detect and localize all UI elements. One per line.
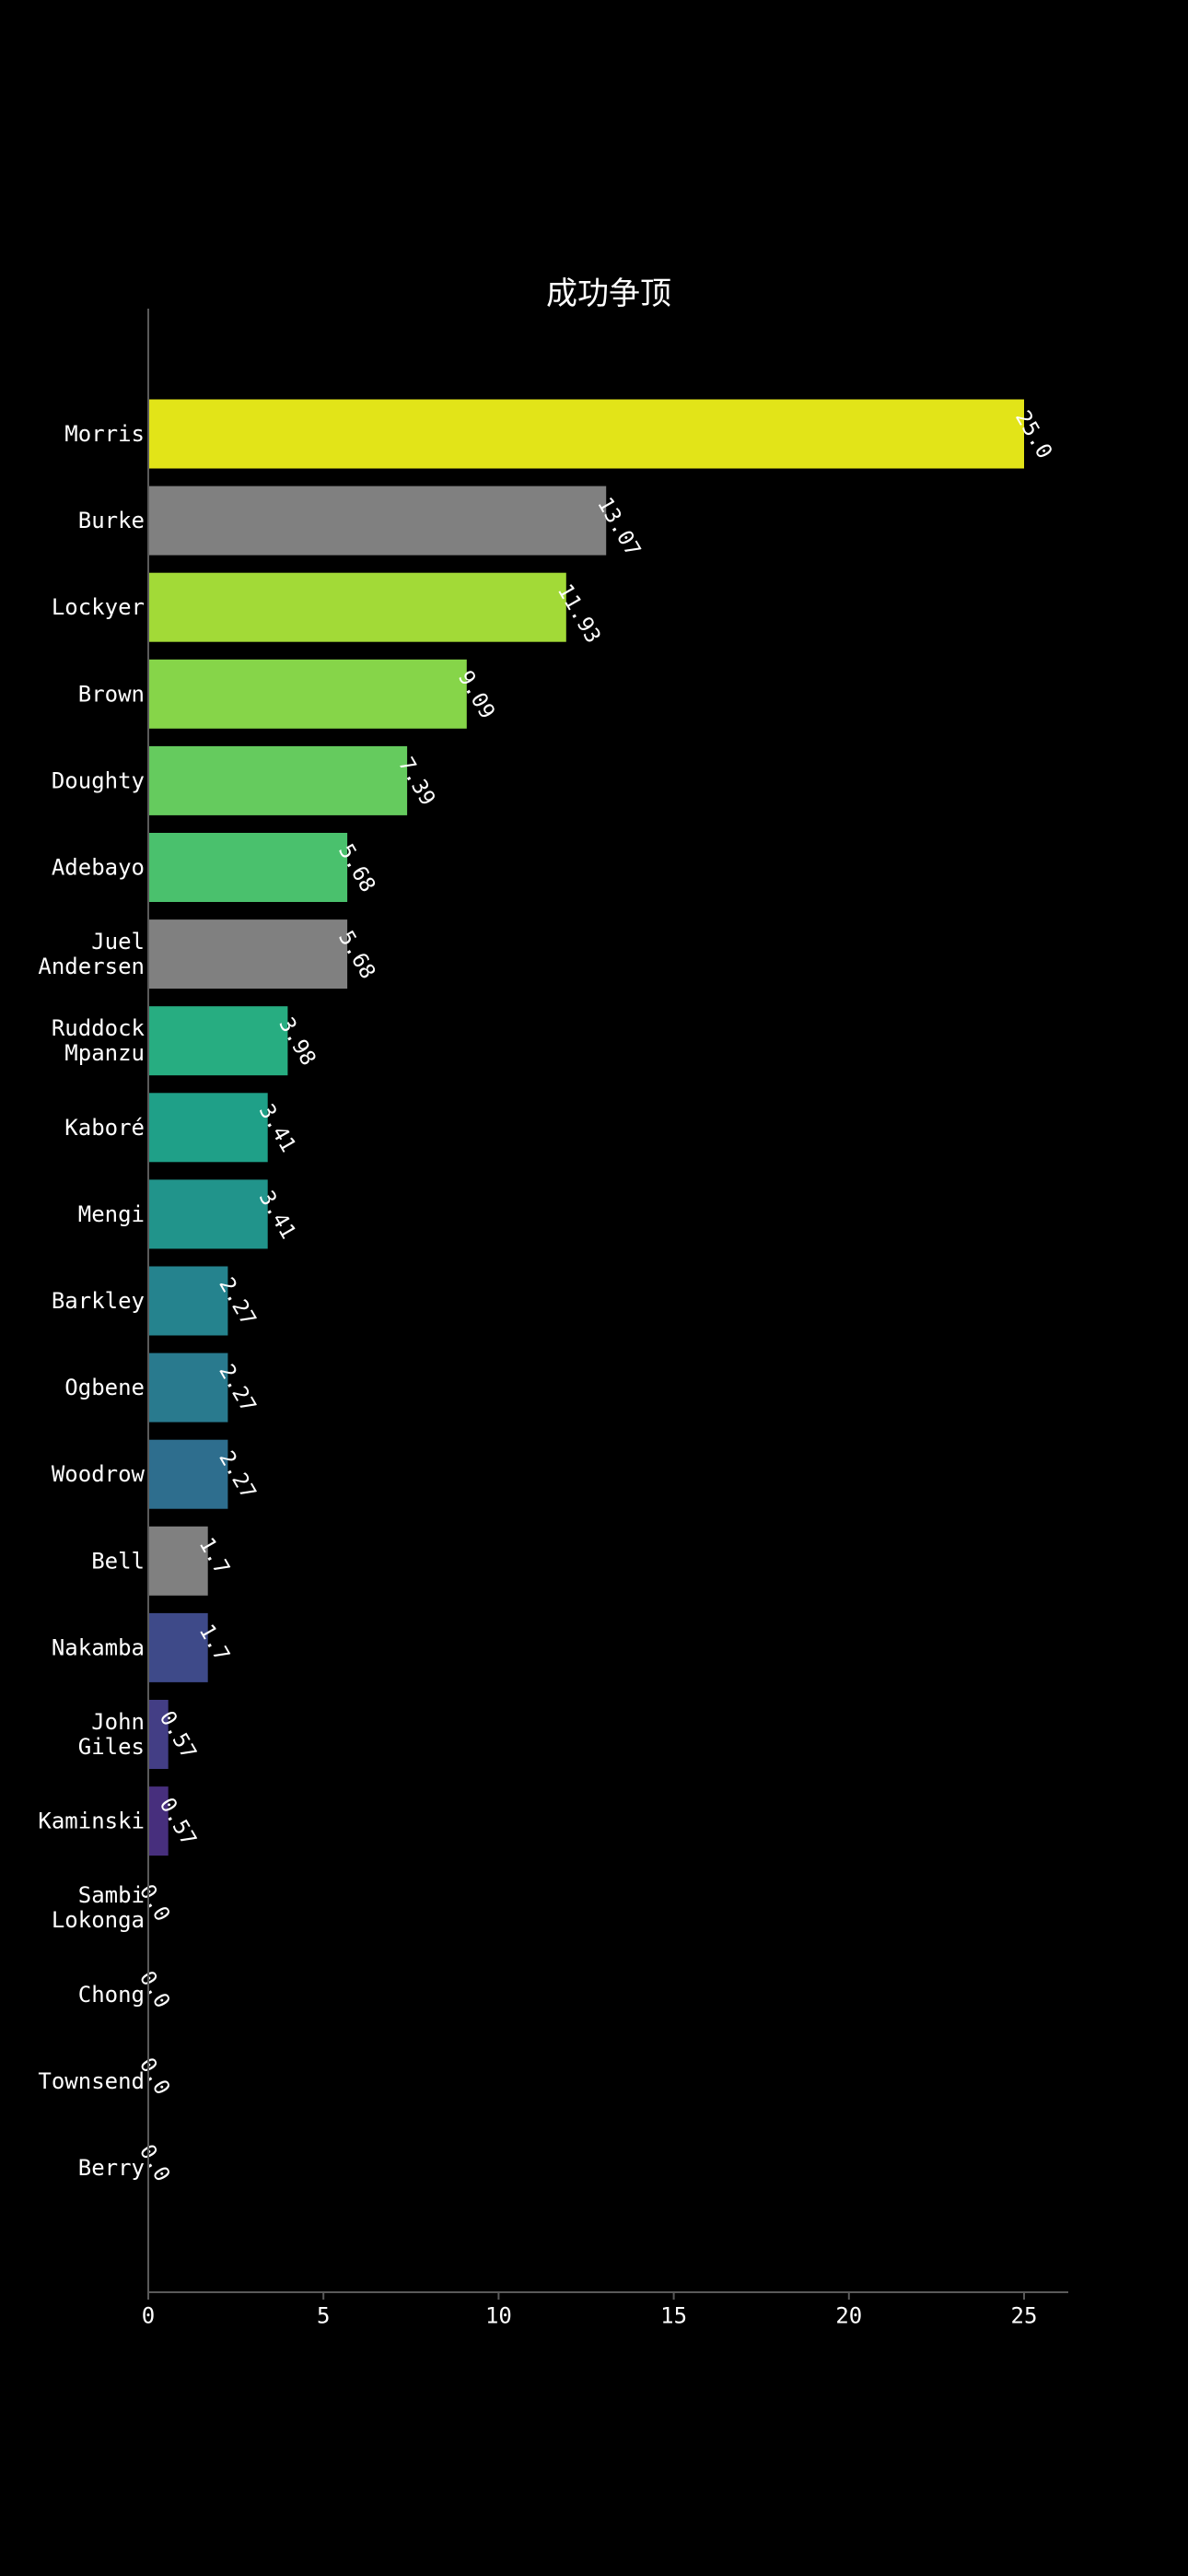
bar-4 xyxy=(148,745,408,815)
bar-3 xyxy=(148,659,467,729)
category-label-2-0: Lockyer xyxy=(52,594,145,620)
x-tick-label-1: 5 xyxy=(317,2303,330,2329)
bar-5 xyxy=(148,833,348,902)
category-label-15-0: John xyxy=(91,1709,145,1735)
category-label-14-0: Nakamba xyxy=(52,1634,145,1660)
category-label-17-0: Sambi xyxy=(78,1882,145,1908)
bar-6 xyxy=(148,919,348,989)
bar-15 xyxy=(148,1700,169,1769)
category-labels-layer: Morris Burke Lockyer Brown Doughty Adebayo Jue… xyxy=(38,421,145,2181)
category-label-9-0: Mengi xyxy=(78,1201,145,1227)
category-label-1-0: Burke xyxy=(78,508,145,533)
category-label-7-0: Ruddock xyxy=(52,1015,146,1041)
category-label-7-1: Mpanzu xyxy=(64,1040,145,1066)
bar-0 xyxy=(148,399,1024,469)
category-label-8-0: Kaboré xyxy=(64,1115,145,1141)
bars-layer xyxy=(148,399,1024,1856)
chart-title: 成功争顶 xyxy=(546,275,671,312)
category-label-0-0: Morris xyxy=(64,421,145,447)
bar-13 xyxy=(148,1526,208,1596)
x-tick-label-3: 15 xyxy=(660,2303,687,2329)
category-label-18-0: Chong xyxy=(78,1982,145,2008)
bar-2 xyxy=(148,572,566,642)
category-label-12-0: Woodrow xyxy=(52,1461,146,1487)
bar-10 xyxy=(148,1266,228,1336)
category-label-17-1: Lokonga xyxy=(52,1907,145,1933)
bar-11 xyxy=(148,1352,228,1423)
category-label-5-0: Adebayo xyxy=(52,855,145,881)
category-label-6-1: Andersen xyxy=(38,954,145,979)
x-tick-label-2: 10 xyxy=(485,2303,512,2329)
category-label-13-0: Bell xyxy=(91,1548,145,1574)
bar-12 xyxy=(148,1439,228,1509)
bar-8 xyxy=(148,1093,268,1163)
category-label-16-0: Kaminski xyxy=(38,1809,145,1834)
bar-9 xyxy=(148,1179,268,1249)
bar-7 xyxy=(148,1006,288,1076)
category-label-19-0: Townsend xyxy=(38,2068,145,2094)
x-ticks-layer: 0 5 10 15 20 25 xyxy=(142,2292,1038,2329)
bar-1 xyxy=(148,486,607,556)
x-tick-label-0: 0 xyxy=(142,2303,155,2329)
bar-16 xyxy=(148,1786,169,1856)
category-label-4-0: Doughty xyxy=(52,767,145,793)
category-label-10-0: Barkley xyxy=(52,1288,145,1314)
category-label-11-0: Ogbene xyxy=(64,1375,145,1400)
category-label-6-0: Juel xyxy=(91,929,145,954)
x-tick-label-5: 25 xyxy=(1011,2303,1038,2329)
category-label-20-0: Berry xyxy=(78,2155,145,2181)
bar-14 xyxy=(148,1612,208,1682)
category-label-3-0: Brown xyxy=(78,681,145,707)
x-tick-label-4: 20 xyxy=(835,2303,862,2329)
category-label-15-1: Giles xyxy=(78,1734,145,1760)
